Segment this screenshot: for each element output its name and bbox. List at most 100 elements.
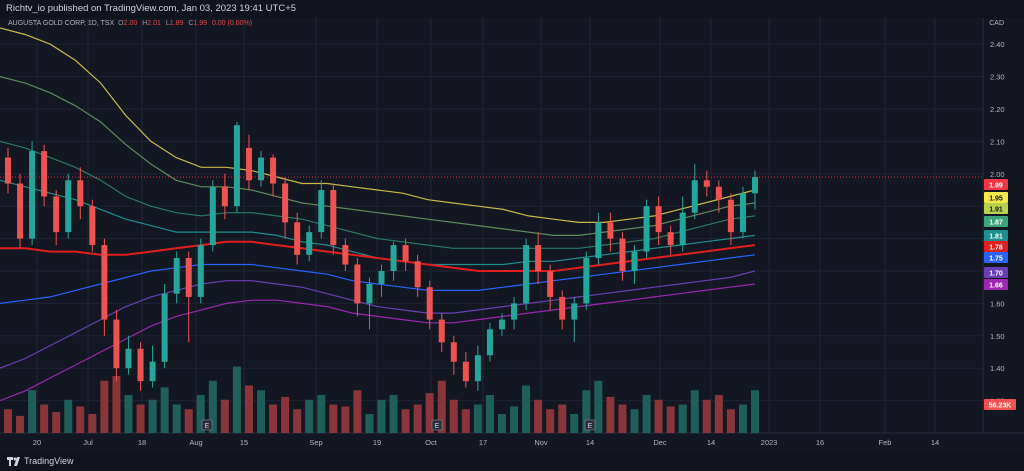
candle-body[interactable] <box>318 190 325 233</box>
candle-body[interactable] <box>703 180 710 187</box>
candle-body[interactable] <box>89 206 96 246</box>
tradingview-logo[interactable]: TradingView <box>7 456 74 466</box>
candle-body[interactable] <box>294 222 301 255</box>
volume-bar <box>124 395 133 433</box>
candle-body[interactable] <box>354 264 361 304</box>
price-axis-label-text: 1.75 <box>989 256 1003 263</box>
earnings-marker-label: E <box>205 423 210 430</box>
volume-bar <box>136 404 145 433</box>
x-tick-label: Feb <box>879 438 892 447</box>
volume-bar <box>305 399 314 433</box>
volume-bar <box>88 414 97 433</box>
candle-body[interactable] <box>607 222 614 239</box>
candle-body[interactable] <box>101 245 108 320</box>
candle-body[interactable] <box>282 183 289 223</box>
candle-body[interactable] <box>655 206 662 233</box>
symbol-name: AUGUSTA GOLD CORP, 1D, TSX <box>8 20 115 27</box>
candle-body[interactable] <box>77 180 84 207</box>
candle-body[interactable] <box>583 258 590 304</box>
volume-bar <box>269 404 278 433</box>
candle-body[interactable] <box>53 196 60 233</box>
candle-body[interactable] <box>5 157 11 184</box>
candle-body[interactable] <box>535 245 542 271</box>
candle-body[interactable] <box>17 183 24 239</box>
candle-body[interactable] <box>559 296 566 320</box>
candle-body[interactable] <box>137 348 144 382</box>
candle-body[interactable] <box>378 271 385 284</box>
earnings-marker-icon[interactable] <box>201 419 213 431</box>
candle-body[interactable] <box>739 193 746 233</box>
price-axis-label <box>984 279 1008 290</box>
candle-body[interactable] <box>161 293 168 362</box>
price-axis-label-text: 1.70 <box>989 271 1003 278</box>
price-axis-label <box>984 179 1008 190</box>
candle-body[interactable] <box>366 283 373 304</box>
y-tick-label: 2.10 <box>990 137 1005 146</box>
volume-bar <box>341 406 350 433</box>
candle-body[interactable] <box>523 245 530 304</box>
candle-body[interactable] <box>438 319 445 343</box>
earnings-marker-icon[interactable] <box>584 419 596 431</box>
candle-body[interactable] <box>209 186 216 246</box>
candle-body[interactable] <box>270 157 277 184</box>
x-tick-label: 2023 <box>761 438 778 447</box>
candle-body[interactable] <box>390 245 397 271</box>
candle-body[interactable] <box>402 245 409 262</box>
candle-body[interactable] <box>113 319 120 369</box>
candle-body[interactable] <box>185 258 192 297</box>
candle-body[interactable] <box>29 151 36 239</box>
candle-body[interactable] <box>197 245 204 297</box>
volume-bar <box>606 396 615 433</box>
candle-body[interactable] <box>679 212 686 246</box>
candle-body[interactable] <box>691 180 698 213</box>
candle-body[interactable] <box>306 232 313 255</box>
x-tick-label: 19 <box>373 438 381 447</box>
candle-body[interactable] <box>511 303 518 320</box>
candle-body[interactable] <box>667 232 674 246</box>
candle-body[interactable] <box>595 222 602 259</box>
volume-bar <box>570 414 579 433</box>
candle-body[interactable] <box>342 245 349 265</box>
candle-body[interactable] <box>631 251 638 271</box>
candlestick-chart[interactable]: 2.402.302.202.102.001.901.801.701.601.50… <box>0 18 1024 453</box>
ohlc-close-value: 1.99 <box>193 20 207 27</box>
candle-body[interactable] <box>245 147 252 181</box>
volume-bar <box>196 395 205 433</box>
candle-body[interactable] <box>462 361 469 382</box>
x-tick-label: 14 <box>707 438 715 447</box>
candle-body[interactable] <box>173 258 180 294</box>
candle-body[interactable] <box>571 303 578 320</box>
candle-body[interactable] <box>643 206 650 252</box>
volume-bar <box>377 399 386 433</box>
candle-body[interactable] <box>619 238 626 271</box>
candle-body[interactable] <box>715 186 722 200</box>
candle-body[interactable] <box>125 348 132 369</box>
volume-bar <box>40 404 49 433</box>
volume-bar <box>702 399 711 433</box>
candle-body[interactable] <box>65 180 72 233</box>
volume-bar <box>534 399 543 433</box>
candle-body[interactable] <box>474 355 481 382</box>
y-tick-label: 1.40 <box>990 364 1005 373</box>
candle-body[interactable] <box>414 261 421 288</box>
candle-body[interactable] <box>450 342 457 362</box>
candle-body[interactable] <box>41 151 48 197</box>
candle-body[interactable] <box>547 271 554 297</box>
volume-bar <box>28 390 37 433</box>
volume-bar <box>172 404 181 433</box>
candle-body[interactable] <box>498 319 505 330</box>
candle-body[interactable] <box>330 190 337 246</box>
volume-bar <box>461 409 470 433</box>
candle-body[interactable] <box>221 186 228 207</box>
volume-bar <box>389 395 398 433</box>
candle-body[interactable] <box>752 177 758 194</box>
candle-body[interactable] <box>486 329 493 356</box>
volume-bar <box>642 395 651 433</box>
candle-body[interactable] <box>727 199 734 233</box>
x-tick-label: Nov <box>534 438 548 447</box>
candle-body[interactable] <box>233 125 240 207</box>
candle-body[interactable] <box>258 157 265 181</box>
earnings-marker-icon[interactable] <box>431 419 443 431</box>
candle-body[interactable] <box>426 287 433 320</box>
candle-body[interactable] <box>149 361 156 382</box>
